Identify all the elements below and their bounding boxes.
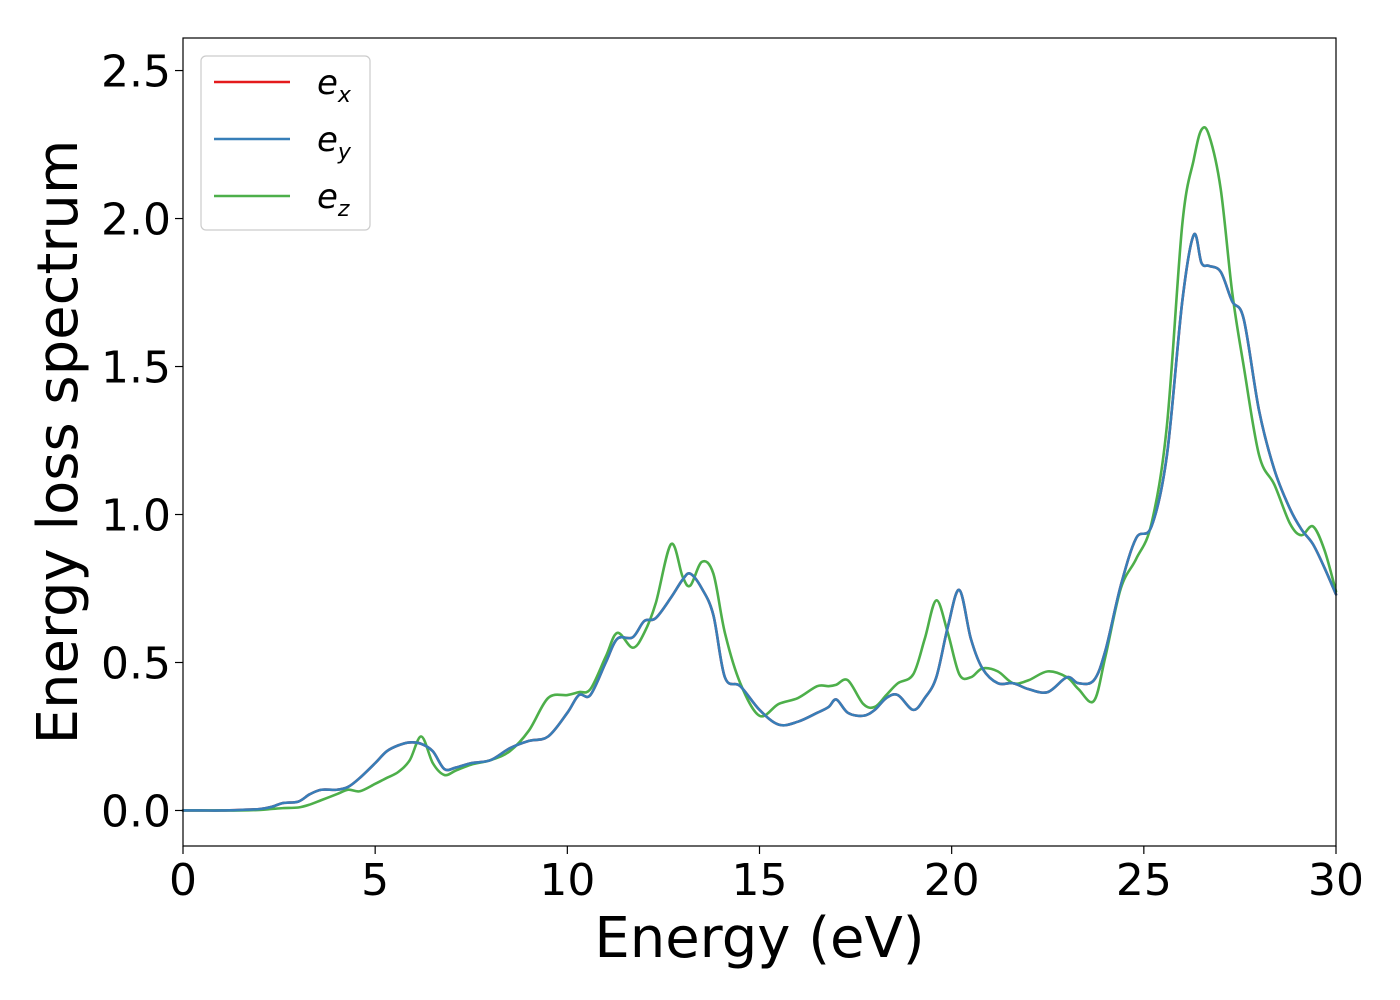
x-tick-label: 0 xyxy=(169,855,197,906)
series-line-e-x xyxy=(181,232,1338,812)
series-line-e-y xyxy=(181,232,1338,812)
legend-label-e-x: ex xyxy=(317,63,352,108)
legend-label-e-z: ez xyxy=(317,177,350,222)
x-tick-label: 20 xyxy=(924,855,980,906)
legend-frame xyxy=(200,55,371,231)
x-tick-label: 25 xyxy=(1116,855,1172,906)
legend-entries: ex ey ez xyxy=(214,63,352,222)
y-tick-label: 1.5 xyxy=(101,343,171,394)
series-lines xyxy=(181,126,1338,812)
x-tick-label: 15 xyxy=(732,855,788,906)
x-axis-label: Energy (eV) xyxy=(594,906,924,971)
y-tick-label: 0.5 xyxy=(101,638,171,689)
y-tick-label: 0.0 xyxy=(101,786,171,837)
x-tick-label: 10 xyxy=(539,855,595,906)
legend-label-e-y: ey xyxy=(317,120,352,165)
y-axis-ticks: 0.0 0.5 1.0 1.5 2.0 2.5 xyxy=(101,47,183,837)
y-tick-label: 2.5 xyxy=(101,47,171,98)
x-tick-label: 5 xyxy=(361,855,389,906)
series-line-e-z xyxy=(181,126,1338,812)
x-tick-label: 30 xyxy=(1308,855,1364,906)
y-axis-label: Energy loss spectrum xyxy=(26,140,91,745)
x-axis-ticks: 0 5 10 15 20 25 30 xyxy=(169,846,1364,906)
legend: ex ey ez xyxy=(200,55,371,231)
y-tick-label: 2.0 xyxy=(101,195,171,246)
y-tick-label: 1.0 xyxy=(101,491,171,542)
